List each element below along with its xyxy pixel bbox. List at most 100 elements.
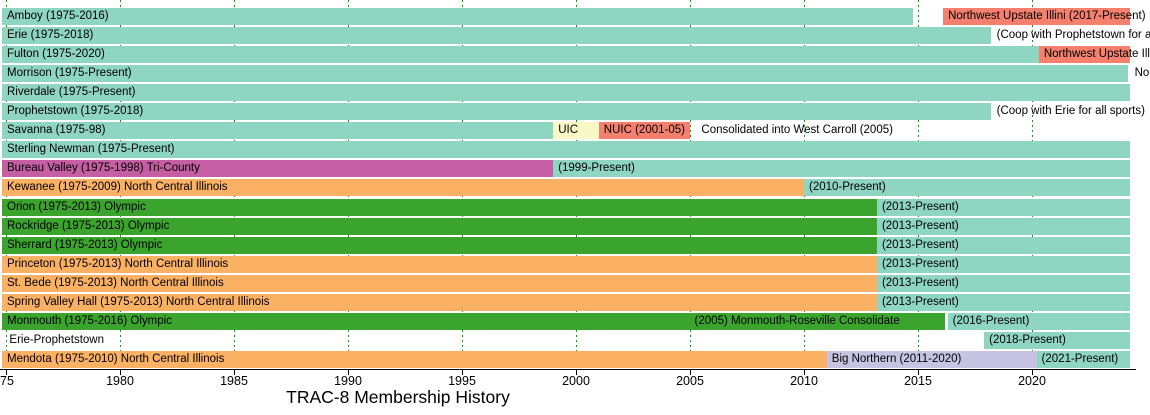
bar-label: Monmouth (1975-2016) Olympic: [7, 314, 172, 327]
membership-bar: (2013-Present): [876, 293, 1131, 311]
membership-bar: (2021-Present): [1036, 350, 1131, 368]
bar-label: (2018-Present): [989, 333, 1066, 346]
membership-bar: Morrison (1975-Present): [2, 65, 1128, 83]
axis-tick: [234, 370, 235, 375]
membership-bar: (2013-Present): [876, 274, 1131, 292]
membership-bar: Rockridge (1975-2013) Olympic: [2, 217, 877, 235]
bar-label: Orion (1975-2013) Olympic: [7, 200, 146, 213]
axis-tick-label: 2000: [562, 374, 590, 388]
timeline-row-st-bede: St. Bede (1975-2013) North Central Illin…: [0, 274, 1150, 292]
timeline-row-princeton: Princeton (1975-2013) North Central Illi…: [0, 255, 1150, 273]
membership-bar: UIC: [553, 122, 599, 140]
axis-tick-label: 75: [0, 374, 14, 388]
bar-label: Mendota (1975-2010) North Central Illino…: [7, 352, 225, 365]
bar-label: Prophetstown (1975-2018): [7, 105, 144, 118]
chart-title: TRAC-8 Membership History: [286, 387, 510, 407]
timeline-row-riverdale: Riverdale (1975-Present): [0, 84, 1150, 102]
bar-label: Northwest Upstate Illini: [1043, 48, 1150, 61]
axis-tick-label: 2020: [1018, 374, 1046, 388]
timeline-row-fulton: Fulton (1975-2020) Northwest Upstate Illi…: [0, 46, 1150, 64]
timeline-row-sterling-newman: Sterling Newman (1975-Present): [0, 141, 1150, 159]
axis-tick-label: 1990: [334, 374, 362, 388]
annotation-text: (Coop with Prophetstown for all sp: [996, 29, 1150, 42]
membership-bar: Fulton (1975-2020): [2, 46, 1039, 64]
timeline-row-spring-valley-hall: Spring Valley Hall (1975-2013) North Cen…: [0, 293, 1150, 311]
bar-label: Fulton (1975-2020): [7, 48, 105, 61]
bar-label: (2013-Present): [881, 295, 959, 308]
membership-bar: Amboy (1975-2016): [2, 8, 914, 25]
bar-label: (2013-Present): [881, 276, 959, 289]
bar-label: Spring Valley Hall (1975-2013) North Cen…: [7, 295, 270, 308]
membership-bar: (2013-Present): [876, 236, 1131, 254]
axis-tick: [120, 370, 121, 375]
membership-bar: Sherrard (1975-2013) Olympic: [2, 236, 877, 254]
timeline-row-morrison: Morrison (1975-Present) Nor: [0, 65, 1150, 83]
timeline-row-amboy: Amboy (1975-2016) Northwest Upstate Illin…: [0, 8, 1150, 25]
timeline-row-rockridge: Rockridge (1975-2013) Olympic (2013-Prese…: [0, 217, 1150, 235]
axis-tick: [576, 370, 577, 375]
membership-bar: NUIC (2001-05): [598, 122, 690, 140]
bar-label: (1999-Present): [558, 162, 635, 175]
membership-bar: (2013-Present): [876, 198, 1131, 216]
bar-label: (2013-Present): [881, 219, 959, 232]
bar-label: (2013-Present): [881, 238, 959, 251]
bar-label: Sherrard (1975-2013) Olympic: [7, 238, 163, 251]
membership-bar: Erie (1975-2018): [2, 27, 991, 45]
axis-tick: [690, 370, 691, 375]
bar-label: Morrison (1975-Present): [7, 67, 132, 80]
membership-bar: Kewanee (1975-2009) North Central Illino…: [2, 179, 804, 197]
timeline-row-kewanee: Kewanee (1975-2009) North Central Illino…: [0, 179, 1150, 197]
bar-label: NUIC (2001-05): [603, 124, 685, 137]
timeline-row-orion: Orion (1975-2013) Olympic (2013-Present): [0, 198, 1150, 216]
bar-label: (2013-Present): [881, 200, 959, 213]
bar-label: Savanna (1975-98): [7, 124, 106, 137]
axis-tick-label: 1985: [220, 374, 248, 388]
membership-bar: Riverdale (1975-Present): [2, 84, 1131, 102]
bar-label: Princeton (1975-2013) North Central Illi…: [7, 257, 229, 270]
bar-label: (2021-Present): [1041, 352, 1119, 365]
bar-label: Amboy (1975-2016): [7, 10, 109, 22]
membership-bar: (2018-Present): [984, 331, 1131, 349]
bar-label: Rockridge (1975-2013) Olympic: [7, 219, 170, 232]
bar-label: UIC: [558, 124, 578, 137]
axis-tick: [348, 370, 349, 375]
bar-label: St. Bede (1975-2013) North Central Illin…: [7, 276, 224, 289]
axis-tick: [918, 370, 919, 375]
bar-label: Big Northern (2011-2020): [831, 352, 962, 365]
axis-tick-label: 2005: [676, 374, 704, 388]
timeline-row-sherrard: Sherrard (1975-2013) Olympic (2013-Presen…: [0, 236, 1150, 254]
membership-bar: Monmouth (1975-2016) Olympic: [2, 312, 946, 330]
membership-bar: (2016-Present): [947, 312, 1131, 330]
axis-tick-label: 2010: [790, 374, 818, 388]
bar-label: (2010-Present): [809, 181, 886, 194]
annotation-text: (Coop with Erie for all sports): [996, 105, 1145, 118]
bar-label: (2013-Present): [881, 257, 959, 270]
axis-tick: [462, 370, 463, 375]
membership-bar: Mendota (1975-2010) North Central Illino…: [2, 350, 827, 368]
membership-bar: Spring Valley Hall (1975-2013) North Cen…: [2, 293, 877, 311]
bar-label: Kewanee (1975-2009) North Central Illino…: [7, 181, 228, 194]
membership-bar: Northwest Upstate Illini (2017-Present): [943, 8, 1146, 25]
membership-bar: Savanna (1975-98): [2, 122, 554, 140]
membership-bar: (2013-Present): [876, 255, 1131, 273]
bar-label: Erie (1975-2018): [7, 29, 94, 42]
bar-label: Bureau Valley (1975-1998) Tri-County: [7, 162, 200, 175]
axis-tick-label: 1980: [106, 374, 134, 388]
axis-tick-label: 2015: [904, 374, 932, 388]
axis-tick: [1032, 370, 1033, 375]
annotation-text: Erie-Prophetstown: [9, 333, 105, 346]
x-axis-line: [0, 369, 1136, 370]
timeline-row-prophetstown: Prophetstown (1975-2018) (Coop with Erie …: [0, 103, 1150, 121]
membership-bar: (1999-Present): [553, 160, 1131, 178]
membership-bar: St. Bede (1975-2013) North Central Illin…: [2, 274, 877, 292]
axis-tick: [804, 370, 805, 375]
membership-bar: Northwest Upstate Illini: [1038, 46, 1150, 64]
plot-area: Amboy (1975-2016) Northwest Upstate Illin…: [0, 0, 1150, 369]
annotation-text: (2005) Monmouth-Roseville Consolidate: [694, 314, 900, 327]
annotation-text: Consolidated into West Carroll (2005): [701, 124, 893, 137]
timeline-row-erie: Erie (1975-2018) (Coop with Prophetstown …: [0, 27, 1150, 45]
membership-bar: (2013-Present): [876, 217, 1131, 235]
bar-label: Northwest Upstate Illini (2017-Present): [948, 10, 1146, 22]
membership-bar: Bureau Valley (1975-1998) Tri-County: [2, 160, 554, 178]
